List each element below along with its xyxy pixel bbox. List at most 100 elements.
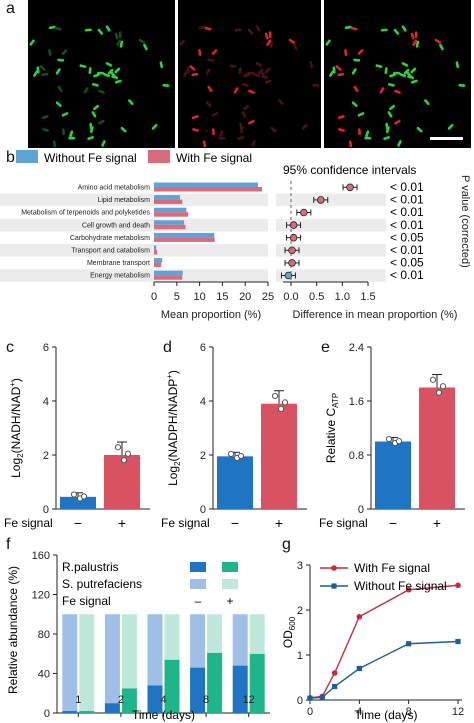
fam-cell [93,73,100,78]
series-point [356,613,363,620]
cy5-cell [288,38,296,44]
cy5-cell [202,140,207,148]
fam-cell [33,70,38,77]
y-tick-label: 2 [297,605,303,617]
y-axis-label: Log2(NADH/NAD+) [8,378,25,478]
fam-cell [29,39,35,46]
fam-cell [48,49,52,56]
series-line [309,640,459,699]
fam-cell [52,140,57,148]
cy5-cell [255,25,261,32]
cy5-cell [238,67,242,75]
channel-label-merged: Merged [416,5,457,19]
y-tick-label: 6 [200,342,206,354]
merged-cells [325,25,466,148]
cy5-cell [264,79,272,84]
cy5-cell [243,104,250,111]
cy5-cell [301,123,308,130]
merged-cell [410,67,417,74]
bar-with-fe [154,262,162,268]
series-point [455,638,461,645]
cy5-cell [239,126,244,134]
merged-cell [416,126,423,133]
y-tick-label: 4 [43,396,49,408]
fam-cell [162,83,170,87]
merged-cell [434,38,442,44]
y-tick-label: 0 [297,695,303,707]
p-value-label: < 0.01 [390,243,424,257]
panel-e: 0 0.8 1.6 2.4 − + Fe signal Relative CATP [319,342,465,531]
merged-cell [401,25,407,32]
row-shade-right [276,193,386,207]
x-tick-label: 4 [356,706,362,718]
bar [261,403,297,509]
y-tick-label: 6 [43,342,49,354]
category-row-backgrounds [0,193,386,282]
bar-sputrefaciens-with-fe [164,614,180,660]
merged-cell [335,65,342,71]
merged-cell [439,43,444,51]
y-tick-label: 4 [200,396,206,408]
cy5-cell [309,61,314,69]
x-tick-label: 2 [118,694,124,706]
y-tick-label: 0 [358,504,364,516]
cy5-cells [179,25,320,148]
merged-cell [379,87,385,94]
bar-rpalustris-without-fe [104,703,120,713]
merged-cell [364,136,372,140]
merged-cell [357,112,365,117]
series-line [309,584,459,699]
cy5-cell [312,83,320,87]
fam-cell [39,65,46,71]
merged-cell [329,70,334,77]
fam-cell [159,61,164,69]
fam-cell [41,72,49,77]
x-category-label: − [74,515,82,531]
cy5-cell [207,58,215,62]
merged-cell [375,64,383,68]
fam-cell [61,49,68,55]
fam-cell [119,40,124,48]
series-point [405,586,412,593]
y-tick-label: 1 [297,650,303,662]
bar-sputrefaciens-with-fe [207,614,223,653]
cy5-cell [211,112,219,117]
b-left-tick-label: 15 [216,291,228,303]
merged-cell [385,126,390,134]
cy5-cell [269,40,274,48]
panel-label-g: g [282,536,291,553]
cy5-cell [186,66,190,74]
row-shade-right [276,244,386,257]
bar-sputrefaciens-without-fe [147,614,163,686]
bar-without-fe [154,207,187,213]
merged-cell [365,130,370,138]
cy5-cell [205,68,211,75]
fam-cell [105,25,111,32]
fam-cells [29,25,170,148]
fam-cell [91,83,99,87]
bar-sputrefaciens-with-fe [249,614,265,654]
merged-cell [447,123,454,130]
replicate-point [271,392,279,400]
panel-b: Without Fe signal With Fe signal 95% con… [0,150,471,321]
replicate-point [80,493,88,500]
mean-proportion-bars [154,182,263,280]
channel-label-fam: FAM [110,5,135,19]
y-tick-label: 1.6 [349,396,364,408]
category-label: Transport and catabolism [71,248,150,255]
category-label: Energy metabolism [90,273,150,280]
fam-cell [79,64,87,68]
b-right-tick-label: 1.5 [360,291,375,303]
cy5-cell [191,115,199,120]
bar-rpalustris-without-fe [190,667,206,713]
y-tick-label: 40 [38,669,50,681]
row-shade-left [0,218,268,232]
fam-cell [57,85,63,93]
bar-without-fe [154,270,183,276]
series-point [331,670,338,676]
x-category-label: + [118,515,126,531]
x-category-label: − [389,515,397,531]
fam-cell [107,68,114,75]
p-value-label: < 0.01 [390,218,424,232]
